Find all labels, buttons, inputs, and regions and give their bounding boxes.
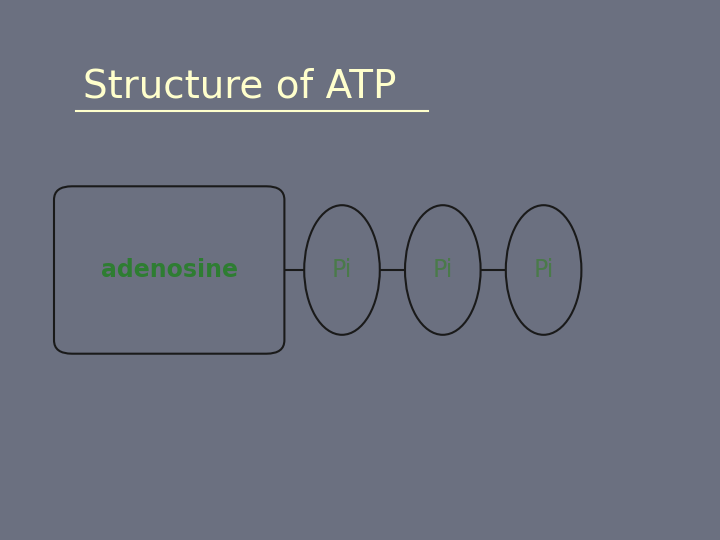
Ellipse shape <box>505 205 582 335</box>
Text: adenosine: adenosine <box>101 258 238 282</box>
Ellipse shape <box>405 205 481 335</box>
Text: Pi: Pi <box>534 258 554 282</box>
FancyBboxPatch shape <box>54 186 284 354</box>
Text: Structure of ATP: Structure of ATP <box>83 68 421 105</box>
Text: Pi: Pi <box>433 258 453 282</box>
Ellipse shape <box>304 205 380 335</box>
Text: Pi: Pi <box>332 258 352 282</box>
